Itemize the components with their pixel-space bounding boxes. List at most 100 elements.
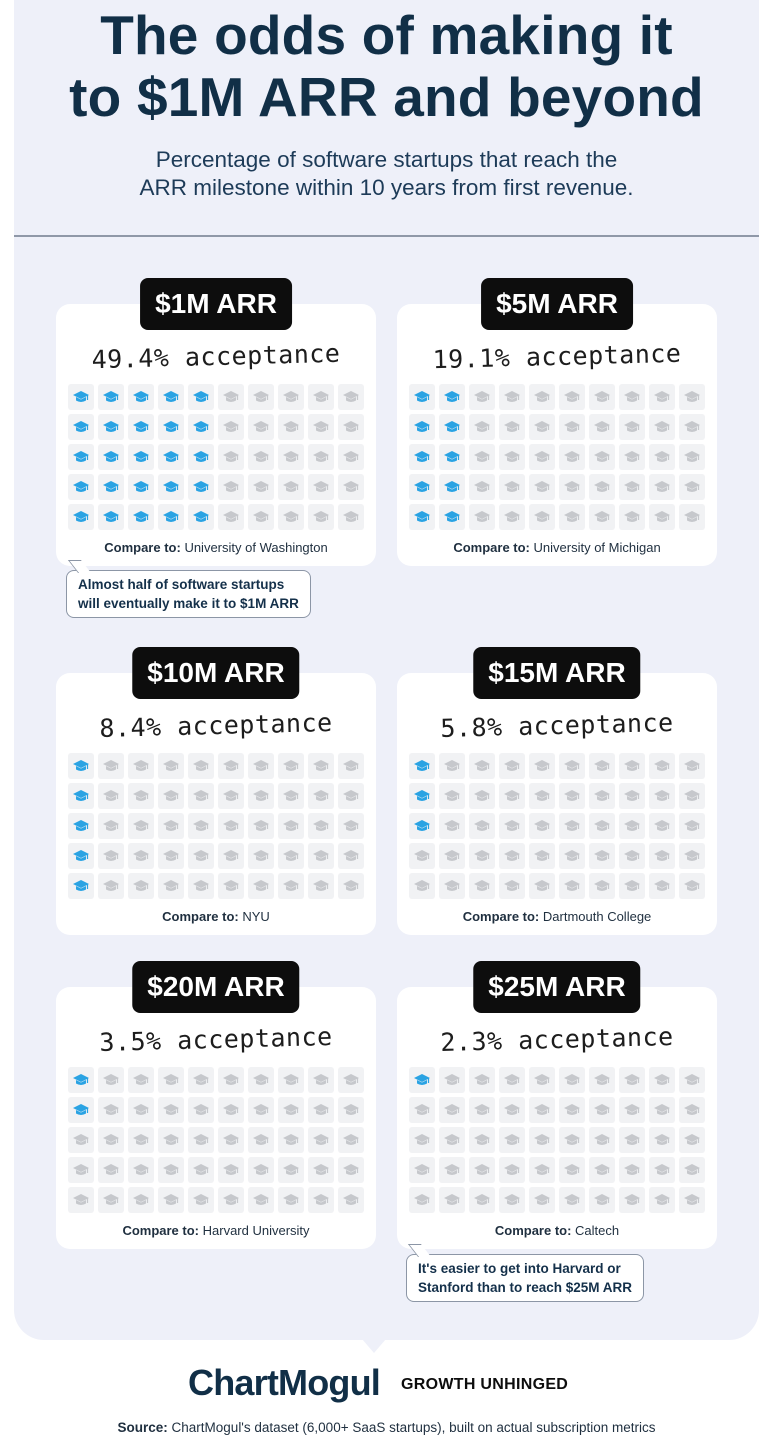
graduation-cap-icon: [534, 760, 550, 771]
pictogram-cell: [649, 474, 675, 500]
pictogram-cell: [128, 813, 154, 839]
graduation-cap-icon: [103, 760, 119, 771]
pictogram-cell: [308, 414, 334, 440]
graduation-cap-icon: [414, 820, 430, 831]
graduation-cap-icon: [504, 391, 520, 402]
graduation-cap-icon: [624, 880, 640, 891]
graduation-cap-icon: [163, 421, 179, 432]
graduation-cap-icon: [504, 760, 520, 771]
pictogram-cell: [619, 384, 645, 410]
graduation-cap-icon: [133, 391, 149, 402]
pictogram-cell: [589, 1157, 615, 1183]
graduation-cap-icon: [133, 1194, 149, 1205]
milestone-card-5m: $5M ARR 19.1% acceptance Compare to: Uni…: [397, 278, 717, 566]
pictogram-cell: [469, 783, 495, 809]
pictogram-cell: [158, 873, 184, 899]
pictogram-cell: [559, 1157, 585, 1183]
graduation-cap-icon: [193, 1194, 209, 1205]
graduation-cap-icon: [223, 820, 239, 831]
pictogram-cell: [68, 1157, 94, 1183]
graduation-cap-icon: [414, 1074, 430, 1085]
graduation-cap-icon: [163, 1104, 179, 1115]
pictogram-cell: [409, 843, 435, 869]
graduation-cap-icon: [283, 1074, 299, 1085]
pictogram-cell: [619, 753, 645, 779]
pictogram-cell: [529, 414, 555, 440]
pictogram-grid: [68, 384, 364, 530]
pictogram-cell: [679, 1127, 705, 1153]
pictogram-cell: [278, 384, 304, 410]
pictogram-cell: [529, 1127, 555, 1153]
pictogram-cell: [439, 813, 465, 839]
pictogram-cell: [188, 414, 214, 440]
graduation-cap-icon: [654, 511, 670, 522]
pictogram-cell: [308, 384, 334, 410]
graduation-cap-icon: [73, 1104, 89, 1115]
pictogram-cell: [248, 414, 274, 440]
pictogram-cell: [248, 813, 274, 839]
graduation-cap-icon: [624, 391, 640, 402]
graduation-cap-icon: [193, 1164, 209, 1175]
pictogram-cell: [158, 1127, 184, 1153]
graduation-cap-icon: [594, 880, 610, 891]
graduation-cap-icon: [313, 451, 329, 462]
compare-school: NYU: [242, 909, 270, 924]
pictogram-cell: [649, 1097, 675, 1123]
page-subtitle: Percentage of software startups that rea…: [0, 146, 773, 202]
graduation-cap-icon: [504, 481, 520, 492]
pictogram-grid: [409, 753, 705, 899]
pictogram-cell: [158, 843, 184, 869]
acceptance-label: 5.8% acceptance: [397, 707, 718, 744]
graduation-cap-icon: [73, 1164, 89, 1175]
pictogram-cell: [619, 1157, 645, 1183]
pictogram-cell: [188, 384, 214, 410]
graduation-cap-icon: [594, 850, 610, 861]
pictogram-cell: [278, 474, 304, 500]
graduation-cap-icon: [564, 1074, 580, 1085]
pictogram-cell: [308, 783, 334, 809]
graduation-cap-icon: [414, 391, 430, 402]
graduation-cap-icon: [163, 451, 179, 462]
graduation-cap-icon: [624, 1074, 640, 1085]
graduation-cap-icon: [534, 1194, 550, 1205]
acceptance-label: 49.4% acceptance: [56, 338, 377, 375]
graduation-cap-icon: [474, 1104, 490, 1115]
pictogram-cell: [188, 873, 214, 899]
graduation-cap-icon: [103, 421, 119, 432]
pictogram-cell: [128, 1067, 154, 1093]
compare-line: Compare to: NYU: [56, 909, 376, 924]
milestone-badge: $1M ARR: [140, 278, 292, 330]
graduation-cap-icon: [624, 790, 640, 801]
pictogram-cell: [158, 783, 184, 809]
callout-line-2: Stanford than to reach $25M ARR: [418, 1280, 633, 1295]
pictogram-cell: [529, 873, 555, 899]
graduation-cap-icon: [684, 790, 700, 801]
pictogram-cell: [589, 1127, 615, 1153]
graduation-cap-icon: [474, 850, 490, 861]
pictogram-cell: [559, 414, 585, 440]
pictogram-cell: [338, 504, 364, 530]
graduation-cap-icon: [474, 760, 490, 771]
pictogram-cell: [188, 504, 214, 530]
pictogram-cell: [439, 1157, 465, 1183]
graduation-cap-icon: [133, 451, 149, 462]
pictogram-cell: [589, 843, 615, 869]
graduation-cap-icon: [73, 1074, 89, 1085]
pictogram-cell: [128, 753, 154, 779]
graduation-cap-icon: [684, 451, 700, 462]
pictogram-cell: [619, 504, 645, 530]
pictogram-cell: [188, 1187, 214, 1213]
pictogram-cell: [409, 1127, 435, 1153]
pictogram-cell: [589, 504, 615, 530]
graduation-cap-icon: [343, 421, 359, 432]
graduation-cap-icon: [594, 451, 610, 462]
pictogram-cell: [98, 384, 124, 410]
page-title: The odds of making it to $1M ARR and bey…: [0, 4, 773, 128]
graduation-cap-icon: [414, 511, 430, 522]
pictogram-cell: [499, 444, 525, 470]
pictogram-cell: [68, 384, 94, 410]
pictogram-cell: [649, 1067, 675, 1093]
pictogram-cell: [439, 384, 465, 410]
graduation-cap-icon: [564, 760, 580, 771]
graduation-cap-icon: [504, 820, 520, 831]
